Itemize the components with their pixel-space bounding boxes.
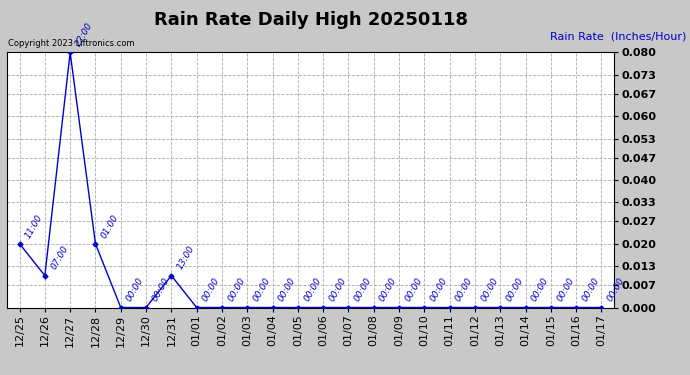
- Text: Rain Rate Daily High 20250118: Rain Rate Daily High 20250118: [153, 11, 468, 29]
- Text: 00:00: 00:00: [403, 276, 424, 303]
- Text: 00:00: 00:00: [353, 276, 373, 303]
- Text: Copyright 2023 Liftronics.com: Copyright 2023 Liftronics.com: [8, 39, 135, 48]
- Text: 00:00: 00:00: [125, 276, 146, 303]
- Text: 00:00: 00:00: [327, 276, 348, 303]
- Text: 00:00: 00:00: [479, 276, 500, 303]
- Text: 00:00: 00:00: [251, 276, 273, 303]
- Text: 00:00: 00:00: [504, 276, 525, 303]
- Text: 00:00: 00:00: [302, 276, 323, 303]
- Text: Rain Rate  (Inches/Hour): Rain Rate (Inches/Hour): [550, 32, 687, 42]
- Text: 00:00: 00:00: [150, 276, 171, 303]
- Text: 00:00: 00:00: [226, 276, 247, 303]
- Text: 13:00: 13:00: [175, 244, 197, 272]
- Text: 07:00: 07:00: [49, 244, 70, 272]
- Text: 00:00: 00:00: [555, 276, 576, 303]
- Text: 22:00: 22:00: [75, 21, 95, 48]
- Text: 00:00: 00:00: [580, 276, 601, 303]
- Text: 00:00: 00:00: [428, 276, 449, 303]
- Text: 00:00: 00:00: [530, 276, 551, 303]
- Text: 00:00: 00:00: [378, 276, 399, 303]
- Text: 11:00: 11:00: [23, 213, 45, 240]
- Text: 01:00: 01:00: [99, 213, 121, 240]
- Text: 00:00: 00:00: [277, 276, 297, 303]
- Text: 00:00: 00:00: [606, 276, 627, 303]
- Text: 00:00: 00:00: [454, 276, 475, 303]
- Text: 00:00: 00:00: [201, 276, 221, 303]
